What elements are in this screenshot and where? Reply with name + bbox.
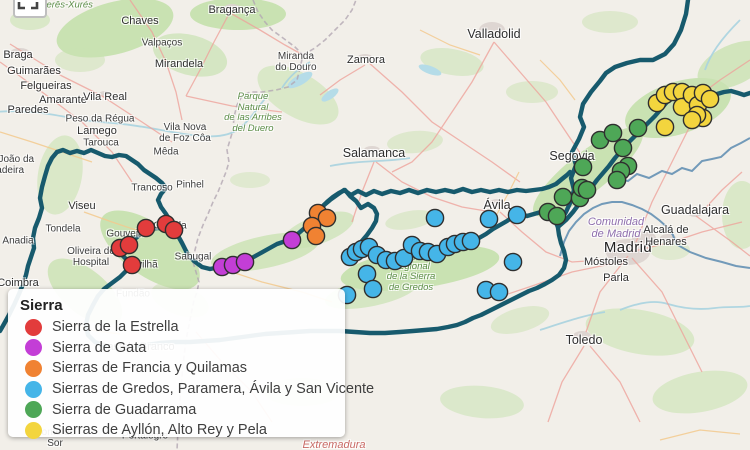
city-label: Mirandela xyxy=(154,57,204,70)
city-label: Chaves xyxy=(121,14,159,27)
fullscreen-icon xyxy=(17,2,39,10)
fullscreen-button[interactable] xyxy=(13,0,47,18)
city-label: Felgueiras xyxy=(20,79,72,92)
city-label: Amarante xyxy=(39,93,87,106)
sierras-de-gredos-marker[interactable] xyxy=(479,209,499,229)
city-label: Comunidad de Madrid xyxy=(587,215,645,240)
country-border-line xyxy=(302,0,357,56)
legend-swatch xyxy=(25,401,42,419)
sierras-de-gredos-marker[interactable] xyxy=(425,208,445,228)
sierra-de-gata-marker[interactable] xyxy=(282,230,302,250)
city-label: Coimbra xyxy=(0,276,39,289)
sierra-de-guadarrama-marker[interactable] xyxy=(553,187,573,207)
sierras-de-gredos-marker[interactable] xyxy=(461,231,481,251)
legend-item-label: Sierra de Guadarrama xyxy=(52,401,197,418)
city-label: Valladolid xyxy=(467,27,521,42)
city-label: Valpaços xyxy=(141,37,183,49)
legend-items: Sierra de la Estrella Sierra de Gata Sierr… xyxy=(8,317,374,441)
city-label: Vila Nova de Foz Côa xyxy=(159,122,211,144)
sierras-de-francia-y-quilamas-marker[interactable] xyxy=(306,226,326,246)
city-label: Pinhel xyxy=(176,179,204,191)
legend-item: Sierras de Gredos, Paramera, Ávila y San… xyxy=(8,379,374,400)
legend-item-label: Sierra de la Estrella xyxy=(52,319,179,336)
city-label: Viseu xyxy=(68,199,96,212)
city-label: Tarouca xyxy=(83,137,119,149)
legend-item-label: Sierras de Ayllón, Alto Rey y Pela xyxy=(52,422,267,439)
legend-item: Sierra de la Estrella xyxy=(8,317,345,338)
city-label: Guadalajara xyxy=(660,203,730,218)
city-label: Bragança xyxy=(208,3,256,16)
sierra-de-guadarrama-marker[interactable] xyxy=(628,118,648,138)
city-label: Zamora xyxy=(347,53,385,66)
city-label: Mêda xyxy=(153,146,179,158)
city-label: Sabugal xyxy=(174,251,212,263)
city-label: Paredes xyxy=(7,103,49,116)
legend-swatch xyxy=(25,318,42,336)
sierra-de-la-estrella-marker[interactable] xyxy=(119,235,139,255)
sierra-de-guadarrama-marker[interactable] xyxy=(547,206,567,226)
sierra-de-la-estrella-marker[interactable] xyxy=(122,255,142,275)
city-label: Ávila xyxy=(483,198,511,213)
legend-item-label: Sierras de Gredos, Paramera, Ávila y San… xyxy=(52,381,375,398)
trail-route-line xyxy=(54,147,175,230)
sierras-de-gredos-marker[interactable] xyxy=(507,205,527,225)
city-label: Móstoles xyxy=(583,255,629,268)
city-label: Guimarães xyxy=(7,64,61,77)
city-label: Oliveira do Hospital xyxy=(67,246,115,268)
legend-item: Sierra de Gata xyxy=(8,338,345,359)
sierras-de-francia-y-quilamas-marker[interactable] xyxy=(317,208,337,228)
city-label: Salamanca xyxy=(342,146,406,161)
sierras-de-gredos-marker[interactable] xyxy=(489,282,509,302)
city-label: Miranda do Douro xyxy=(275,51,317,73)
legend-item: Sierra de Guadarrama xyxy=(8,399,345,420)
sierra-de-gata-marker[interactable] xyxy=(235,252,255,272)
city-label: Trancoso xyxy=(131,182,173,194)
city-label: Toledo xyxy=(565,333,603,348)
sierras-de-gredos-marker[interactable] xyxy=(363,279,383,299)
sierras-de-ayllon-marker[interactable] xyxy=(655,117,675,137)
city-label: Tondela xyxy=(45,223,81,235)
sierra-legend: Sierra Sierra de la Estrella Sierra de Ga… xyxy=(8,289,374,439)
city-label: Parla xyxy=(603,271,629,284)
sierra-de-guadarrama-marker[interactable] xyxy=(573,157,593,177)
legend-swatch xyxy=(25,359,42,377)
legend-item-label: Sierras de Francia y Quilamas xyxy=(52,360,248,377)
sierras-de-ayllon-marker[interactable] xyxy=(682,110,702,130)
legend-item: Sierras de Ayllón, Alto Rey y Pela xyxy=(8,420,345,441)
legend-swatch xyxy=(25,421,42,439)
sierra-de-guadarrama-marker[interactable] xyxy=(613,138,633,158)
city-label: Gouveia xyxy=(106,228,144,240)
sierras-de-ayllon-marker[interactable] xyxy=(700,89,720,109)
legend-swatch xyxy=(25,339,42,357)
city-label: Peso da Régua xyxy=(65,113,135,125)
trail-route-line xyxy=(315,169,573,215)
park-label: Parque Natural de las Arribes del Duero xyxy=(224,90,282,134)
legend-title: Sierra xyxy=(20,297,63,314)
admin-boundary-line xyxy=(559,201,750,269)
city-label: Anadia xyxy=(2,235,34,247)
sierra-de-guadarrama-marker[interactable] xyxy=(603,123,623,143)
sierra-de-guadarrama-marker[interactable] xyxy=(607,170,627,190)
city-label: Extremadura xyxy=(302,438,366,450)
city-label: São João da Madeira xyxy=(0,154,35,176)
city-label: Vila Real xyxy=(83,90,127,103)
city-label: Alcalá de Henares xyxy=(643,223,689,248)
city-label: Madrid xyxy=(603,238,653,256)
legend-swatch xyxy=(25,380,42,398)
sierra-de-la-estrella-marker[interactable] xyxy=(164,220,184,240)
city-label: Braga xyxy=(3,48,33,61)
legend-item-label: Sierra de Gata xyxy=(52,339,147,356)
legend-item: Sierras de Francia y Quilamas xyxy=(8,358,345,379)
sierra-de-guadarrama-marker[interactable] xyxy=(577,180,597,200)
city-label: Lamego xyxy=(77,124,117,137)
sierras-de-gredos-marker[interactable] xyxy=(503,252,523,272)
admin-boundary-line xyxy=(619,137,750,183)
sierra-de-la-estrella-marker[interactable] xyxy=(136,218,156,238)
park-label: Gerês-Xurés xyxy=(39,0,93,11)
